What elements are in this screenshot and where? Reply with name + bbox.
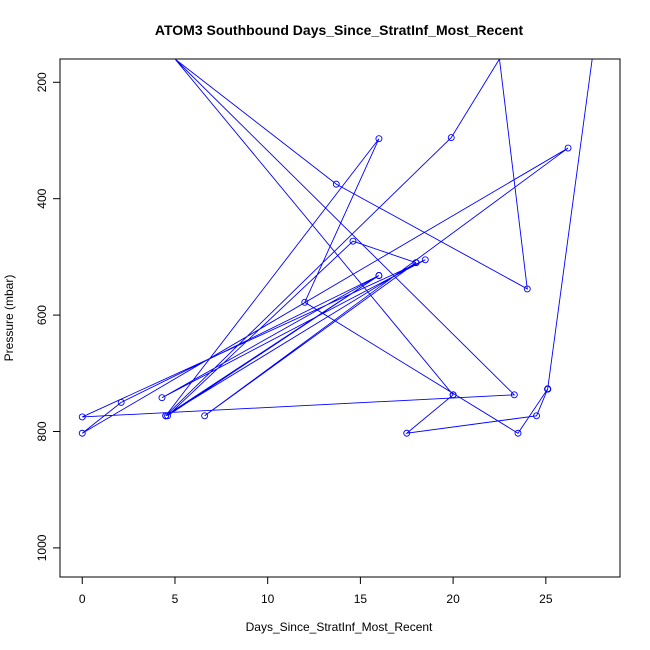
y-tick-label: 400	[35, 188, 49, 208]
data-point	[164, 412, 171, 420]
data-point	[403, 429, 411, 437]
data-point	[412, 259, 420, 267]
data-point	[533, 412, 541, 420]
x-tick-label: 25	[539, 592, 553, 606]
data-point	[523, 285, 531, 293]
data-point	[375, 272, 383, 279]
data-point	[349, 237, 357, 245]
plot-area	[78, 59, 593, 437]
x-tick-label: 0	[79, 592, 86, 606]
data-point	[78, 429, 86, 437]
x-axis-label: Days_Since_StratInf_Most_Recent	[246, 620, 433, 634]
data-point	[332, 180, 340, 188]
data-point	[162, 412, 170, 420]
x-tick-label: 15	[354, 592, 368, 606]
y-tick-label: 200	[35, 72, 49, 92]
data-point	[447, 134, 455, 142]
x-tick-label: 5	[172, 592, 179, 606]
data-point	[449, 391, 457, 399]
data-point	[510, 391, 518, 399]
data-point	[375, 135, 383, 143]
data-point	[78, 413, 86, 421]
data-point	[514, 429, 522, 437]
y-tick-label: 800	[35, 421, 49, 441]
y-axis: 200 400 600 800 1000	[35, 72, 61, 561]
data-point	[117, 398, 125, 406]
series-line	[81, 59, 593, 434]
y-tick-label: 600	[35, 305, 49, 325]
data-point	[158, 394, 166, 402]
data-point	[421, 256, 429, 264]
y-tick-label: 1000	[35, 534, 49, 561]
data-point	[564, 144, 572, 152]
data-point	[301, 298, 309, 306]
x-tick-label: 20	[446, 592, 460, 606]
x-tick-label: 10	[261, 592, 275, 606]
data-point	[201, 412, 209, 420]
y-axis-label: Pressure (mbar)	[2, 275, 16, 362]
data-point	[544, 385, 552, 393]
chart-title: ATOM3 Southbound Days_Since_StratInf_Mos…	[155, 22, 524, 38]
x-axis: 0 5 10 15 20 25	[79, 576, 553, 606]
